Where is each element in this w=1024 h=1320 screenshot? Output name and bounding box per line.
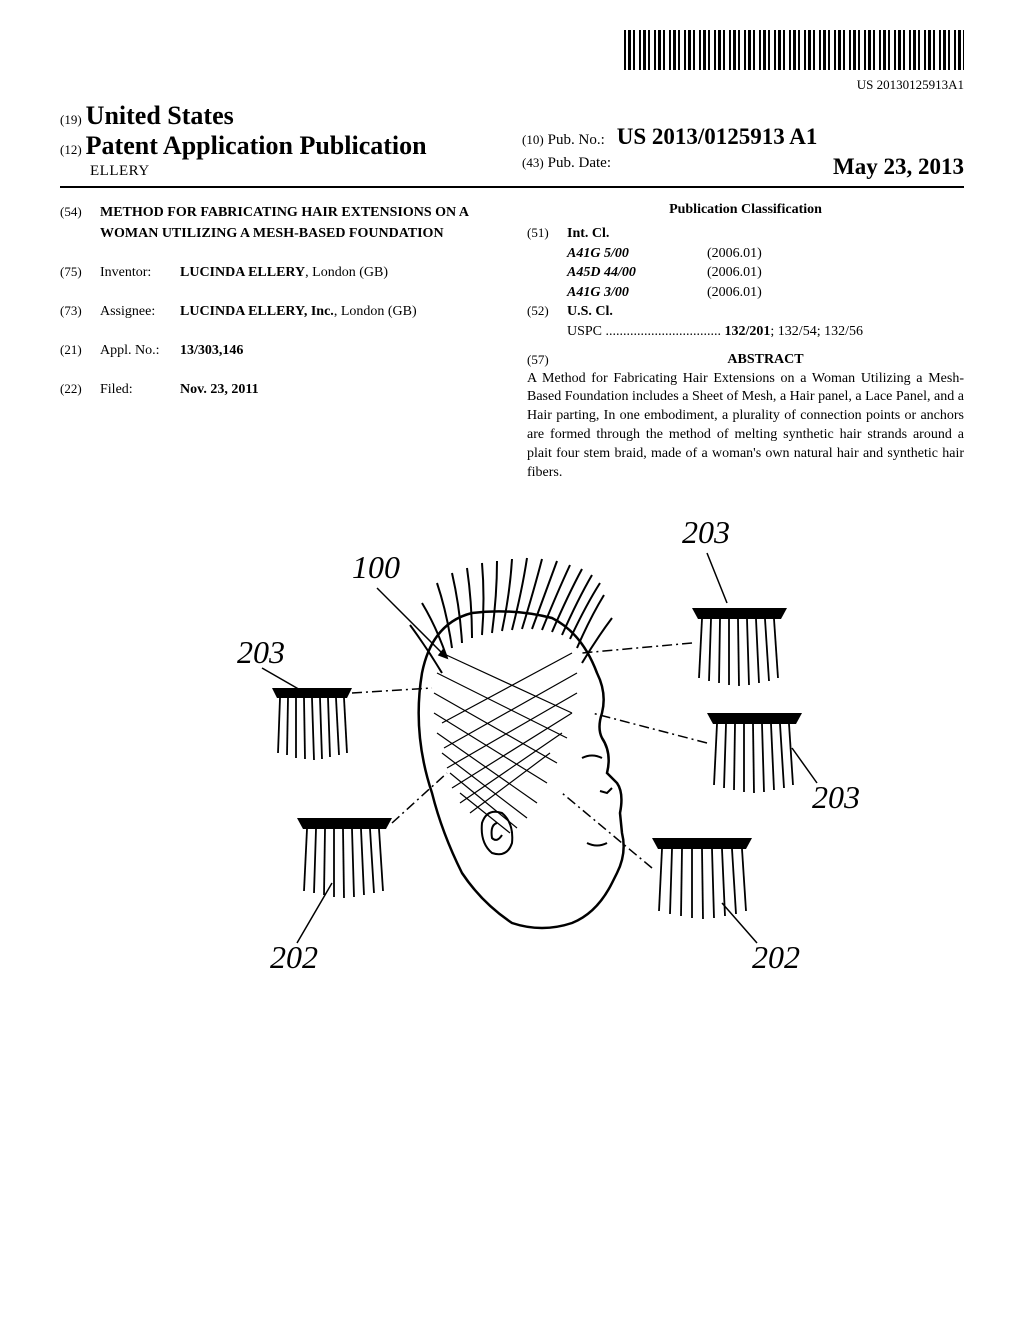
publication-date: May 23, 2013 bbox=[833, 154, 964, 180]
code-43: (43) bbox=[522, 155, 544, 170]
weft-top-left bbox=[272, 688, 352, 760]
intcl-1-code: A45D 44/00 bbox=[567, 263, 707, 283]
pubno-label: Pub. No.: bbox=[548, 132, 605, 148]
fig-label-203-tr: 203 bbox=[682, 514, 730, 550]
weft-top-right bbox=[692, 608, 787, 686]
classification-heading: Publication Classification bbox=[527, 202, 964, 218]
weft-bottom-right bbox=[652, 838, 752, 919]
weft-mid-right bbox=[707, 713, 802, 793]
assignee-label: Assignee: bbox=[100, 301, 180, 322]
uscl-code: (52) bbox=[527, 302, 567, 322]
weft-bottom-left bbox=[297, 818, 392, 898]
uscl-main: 132/201 bbox=[725, 324, 771, 339]
intcl-2-code: A41G 3/00 bbox=[567, 283, 707, 303]
abstract-heading: ABSTRACT bbox=[567, 352, 964, 368]
barcode-text: US 20130125913A1 bbox=[60, 77, 964, 93]
uscl-label: U.S. Cl. bbox=[567, 302, 613, 322]
applno-label: Appl. No.: bbox=[100, 340, 180, 361]
right-column: Publication Classification (51) Int. Cl.… bbox=[527, 202, 964, 483]
code-19: (19) bbox=[60, 112, 82, 127]
publication-number: US 2013/0125913 A1 bbox=[617, 124, 818, 149]
header: (19) United States (12) Patent Applicati… bbox=[60, 101, 964, 188]
bibliographic-columns: (54) METHOD FOR FABRICATING HAIR EXTENSI… bbox=[60, 202, 964, 483]
applno-code: (21) bbox=[60, 340, 100, 361]
fig-label-203-mr: 203 bbox=[812, 779, 860, 815]
fig-label-202-r: 202 bbox=[752, 939, 800, 975]
filed-code: (22) bbox=[60, 379, 100, 400]
barcode bbox=[624, 30, 964, 70]
code-10: (10) bbox=[522, 132, 544, 147]
inventor-location: , London (GB) bbox=[305, 265, 388, 280]
pubdate-label: Pub. Date: bbox=[548, 155, 611, 171]
invention-title: METHOD FOR FABRICATING HAIR EXTENSIONS O… bbox=[100, 202, 497, 244]
assignee-name: LUCINDA ELLERY, Inc. bbox=[180, 304, 334, 319]
inventor-code: (75) bbox=[60, 262, 100, 283]
application-number: 13/303,146 bbox=[180, 340, 497, 361]
abstract-text: A Method for Fabricating Hair Extensions… bbox=[527, 370, 964, 483]
intcl-0-year: (2006.01) bbox=[707, 244, 762, 264]
intcl-1-year: (2006.01) bbox=[707, 263, 762, 283]
fig-label-202-l: 202 bbox=[270, 939, 318, 975]
intcl-0-code: A41G 5/00 bbox=[567, 244, 707, 264]
title-code: (54) bbox=[60, 202, 100, 244]
filed-date: Nov. 23, 2011 bbox=[180, 379, 497, 400]
assignee-code: (73) bbox=[60, 301, 100, 322]
country: United States bbox=[86, 101, 234, 130]
uscl-rest: ; 132/54; 132/56 bbox=[770, 324, 863, 339]
publication-type: Patent Application Publication bbox=[86, 131, 427, 160]
intcl-2-year: (2006.01) bbox=[707, 283, 762, 303]
author-name: ELLERY bbox=[60, 163, 502, 180]
uscl-prefix: USPC ................................. bbox=[567, 324, 725, 339]
fig-label-100: 100 bbox=[352, 549, 400, 585]
intcl-code: (51) bbox=[527, 224, 567, 244]
intcl-label: Int. Cl. bbox=[567, 224, 609, 244]
code-12: (12) bbox=[60, 142, 82, 157]
abstract-code: (57) bbox=[527, 352, 567, 368]
fig-label-203-tl: 203 bbox=[237, 634, 285, 670]
barcode-section: US 20130125913A1 bbox=[60, 30, 964, 93]
left-column: (54) METHOD FOR FABRICATING HAIR EXTENSI… bbox=[60, 202, 497, 483]
inventor-name: LUCINDA ELLERY bbox=[180, 265, 305, 280]
patent-figure: 100 203 202 203 203 202 bbox=[60, 513, 964, 1038]
filed-label: Filed: bbox=[100, 379, 180, 400]
inventor-label: Inventor: bbox=[100, 262, 180, 283]
assignee-location: , London (GB) bbox=[334, 304, 417, 319]
